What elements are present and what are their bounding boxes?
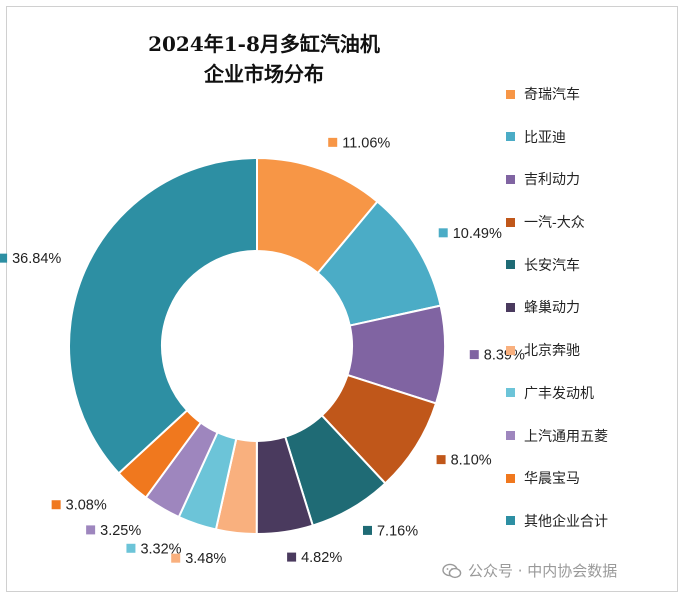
slice-label-8: 3.32% [126,541,182,557]
slice-11 [68,156,258,475]
legend-label: 广丰发动机 [524,385,594,402]
chart-title-line-1: 2024年1-8月多缸汽油机 [148,32,380,56]
legend-label: 吉利动力 [524,172,580,189]
slice-label-10: 3.08% [51,498,107,514]
legend-label: 北京奔驰 [524,343,580,360]
slice-label-marker [438,228,448,238]
slice-label-text: 11.06% [342,135,390,151]
legend-swatch [506,388,515,398]
legend-label: 其他企业合计 [524,513,608,530]
legend-label: 华晨宝马 [524,471,580,488]
legend-swatch [506,174,515,184]
legend-swatch [506,132,515,142]
slice-label-text: 36.84% [12,251,61,267]
legend-item: 奇瑞汽车 [506,84,676,104]
legend-label: 蜂巢动力 [524,300,580,317]
slice-label-marker [287,552,297,562]
legend-item: 一汽-大众 [506,212,676,232]
slice-label-text: 3.32% [140,541,181,557]
slice-label-marker [0,253,8,263]
legend-swatch [506,473,515,483]
legend-item: 上汽通用五菱 [506,426,676,446]
chart-legend: 奇瑞汽车比亚迪吉利动力一汽-大众长安汽车蜂巢动力北京奔驰广丰发动机上汽通用五菱华… [506,84,676,554]
legend-label: 长安汽车 [524,257,580,274]
chart-title: 2024年1-8月多缸汽油机 企业市场分布 [99,29,429,89]
slice-label-marker [328,137,338,147]
watermark-text: 公众号 · 中内协会数据 [468,562,618,580]
slice-label-text: 3.25% [100,523,141,539]
legend-label: 奇瑞汽车 [524,87,580,103]
slice-label-11: 36.84% [0,251,61,267]
legend-label: 一汽-大众 [524,215,585,232]
slice-label-marker [171,553,181,563]
legend-swatch [506,89,515,99]
legend-swatch [506,260,515,270]
slice-label-marker [469,350,479,360]
slice-label-text: 4.82% [301,550,342,566]
legend-swatch [506,516,515,526]
slice-label-7: 3.48% [171,551,226,567]
slice-label-5: 7.16% [362,523,418,539]
legend-swatch [506,345,515,355]
slice-labels: 11.06%10.49%8.39%8.10%7.16%4.82%3.48%3.3… [0,135,525,567]
legend-item: 华晨宝马 [506,468,676,488]
legend-item: 长安汽车 [506,255,676,275]
legend-item: 蜂巢动力 [506,297,676,317]
slice-label-1: 11.06% [328,135,390,151]
slice-label-4: 8.10% [436,453,492,469]
slice-label-9: 3.25% [86,523,141,539]
slice-label-marker [51,500,61,510]
watermark: 公众号 · 中内协会数据 [442,560,617,581]
legend-swatch [506,302,515,312]
slice-label-text: 3.08% [66,498,107,514]
slice-label-marker [86,525,96,535]
slice-label-text: 10.49% [453,226,502,242]
slice-label-marker [362,525,372,535]
slice-label-text: 3.48% [185,551,226,567]
legend-swatch [506,217,515,227]
chart-title-line-2: 企业市场分布 [204,62,324,86]
slice-label-text: 8.10% [451,453,492,469]
legend-item: 比亚迪 [506,127,676,147]
slice-label-2: 10.49% [438,226,502,242]
legend-item: 其他企业合计 [506,511,676,531]
legend-label: 上汽通用五菱 [524,428,608,445]
legend-label: 比亚迪 [524,129,566,146]
donut-slices [68,156,446,536]
legend-item: 广丰发动机 [506,383,676,403]
slice-label-text: 7.16% [377,523,418,539]
legend-item: 吉利动力 [506,169,676,189]
legend-swatch [506,431,515,440]
slice-label-marker [126,543,136,553]
slice-label-marker [436,455,446,465]
legend-item: 北京奔驰 [506,340,676,360]
wechat-icon [442,563,462,578]
slice-label-6: 4.82% [287,550,342,566]
